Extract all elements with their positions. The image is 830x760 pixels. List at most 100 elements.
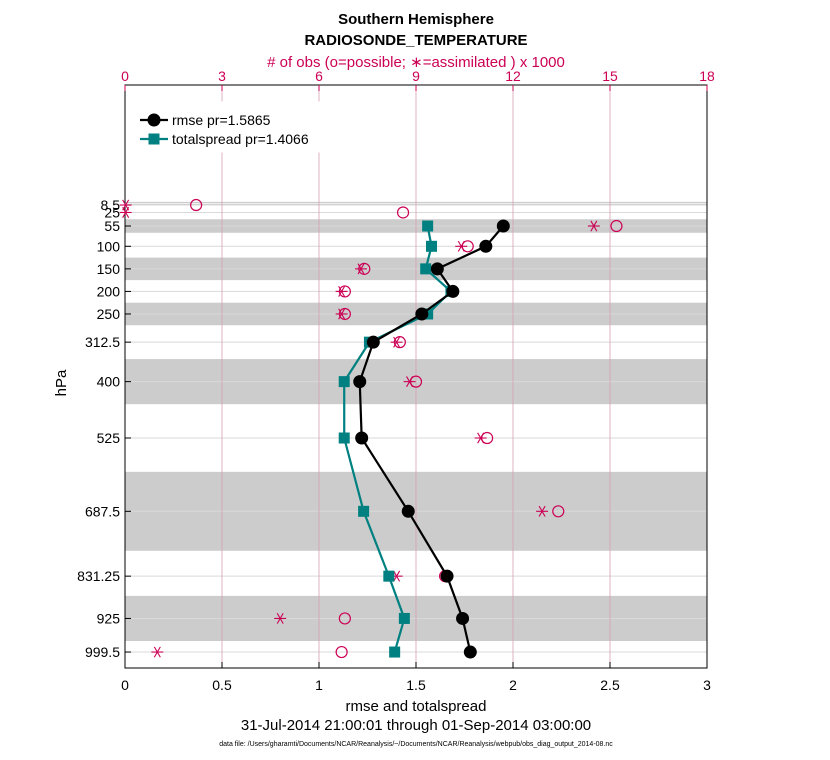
obs-possible-marker bbox=[335, 645, 348, 659]
x-tick-label: 2.5 bbox=[600, 677, 620, 693]
chart-title-line-1: Southern Hemisphere bbox=[338, 11, 494, 28]
y-tick-label: 8.5 bbox=[101, 197, 121, 213]
asterisk-stroke bbox=[590, 220, 598, 232]
y-tick-label: 55 bbox=[104, 218, 120, 234]
top-x-tick-label: 9 bbox=[412, 68, 420, 84]
totalspread-point bbox=[358, 505, 370, 517]
totalspread-point bbox=[338, 376, 350, 388]
obs-assimilated-marker bbox=[355, 263, 368, 275]
legend-spread-label: totalspread pr=1.4066 bbox=[172, 131, 309, 147]
asterisk-stroke bbox=[477, 432, 485, 444]
rmse-point bbox=[430, 262, 444, 276]
x-tick-label: 1 bbox=[315, 677, 323, 693]
x-tick-label: 2 bbox=[509, 677, 517, 693]
top-x-tick-label: 12 bbox=[505, 68, 521, 84]
rmse-point bbox=[353, 375, 367, 389]
obs-possible-marker bbox=[338, 612, 351, 625]
totalspread-point bbox=[420, 263, 432, 275]
obs-assimilated-marker bbox=[335, 285, 348, 297]
top-x-tick-label: 3 bbox=[218, 68, 226, 84]
top-x-tick-label: 6 bbox=[315, 68, 323, 84]
y-tick-label: 831.25 bbox=[77, 568, 120, 584]
y-tick-label: 200 bbox=[97, 283, 121, 299]
x-axis-label: rmse and totalspread bbox=[346, 698, 487, 715]
x-tick-label: 0.5 bbox=[212, 677, 232, 693]
rmse-line bbox=[358, 225, 505, 653]
y-tick-label: 100 bbox=[97, 238, 121, 254]
legend: rmse pr=1.5865 totalspread pr=1.4066 bbox=[129, 101, 321, 153]
bottom-x-axis: 0 0.5 1 1.5 2 2.5 3 bbox=[121, 662, 711, 693]
obs-possible-marker bbox=[396, 206, 410, 219]
obs-assimilated-marker bbox=[455, 240, 468, 252]
x-tick-label: 3 bbox=[703, 677, 711, 693]
obs-assimilated-marker bbox=[390, 336, 403, 348]
obs-assimilated-marker bbox=[536, 505, 549, 517]
y-tick-label: 525 bbox=[97, 430, 121, 446]
data-file-footnote: data file: /Users/gharamti/Documents/NCA… bbox=[219, 741, 613, 748]
y-tick-label: 400 bbox=[97, 374, 121, 390]
obs-count-markers bbox=[119, 198, 623, 659]
totalspread-point bbox=[398, 612, 410, 624]
obs-assimilated-marker bbox=[587, 220, 600, 232]
legend-rmse-marker bbox=[147, 113, 161, 127]
y-tick-label: 150 bbox=[97, 261, 121, 277]
totalspread-point bbox=[389, 646, 401, 658]
asterisk-stroke bbox=[538, 505, 546, 517]
rmse-point bbox=[355, 431, 369, 445]
subtitle-date-range: 31-Jul-2014 21:00:01 through 01-Sep-2014… bbox=[241, 717, 591, 734]
chart-title-line-2: RADIOSONDE_TEMPERATURE bbox=[304, 32, 527, 49]
asterisk-stroke bbox=[406, 376, 414, 388]
obs-assimilated-marker bbox=[119, 199, 132, 211]
obs-assimilated-marker bbox=[403, 376, 416, 388]
top-x-axis: 0 3 6 9 12 15 18 bbox=[121, 68, 715, 91]
y-tick-label: 25 bbox=[104, 204, 120, 220]
asterisk-stroke bbox=[276, 612, 284, 624]
y-tick-label: 250 bbox=[97, 306, 121, 322]
y-tick-label: 687.5 bbox=[85, 503, 120, 519]
obs-possible-marker bbox=[190, 198, 203, 212]
y-tick-label: 312.5 bbox=[85, 334, 120, 350]
x-tick-label: 1.5 bbox=[406, 677, 426, 693]
asterisk-stroke bbox=[457, 240, 465, 252]
legend-spread-marker bbox=[148, 133, 160, 145]
asterisk-stroke bbox=[338, 285, 346, 297]
legend-box bbox=[129, 101, 321, 153]
y-axis-label: hPa bbox=[53, 369, 70, 396]
obs-assimilated-marker bbox=[151, 646, 164, 658]
obs-assimilated-marker bbox=[119, 207, 132, 218]
obs-assimilated-marker bbox=[335, 308, 348, 320]
top-x-tick-label: 15 bbox=[602, 68, 618, 84]
asterisk-stroke bbox=[153, 646, 161, 658]
obs-possible-marker bbox=[552, 505, 565, 518]
rmse-point bbox=[479, 239, 493, 253]
rmse-point bbox=[456, 611, 470, 625]
y-tick-label: 999.5 bbox=[85, 644, 120, 660]
obs-possible-marker bbox=[610, 219, 623, 233]
rmse-point bbox=[463, 645, 477, 659]
totalspread-point bbox=[426, 240, 438, 252]
x-tick-label: 0 bbox=[121, 677, 129, 693]
asterisk-stroke bbox=[338, 308, 346, 320]
rmse-point bbox=[401, 504, 415, 518]
top-x-tick-label: 18 bbox=[699, 68, 715, 84]
rmse-point bbox=[415, 307, 429, 321]
obs-assimilated-marker bbox=[474, 432, 487, 444]
totalspread-point bbox=[422, 220, 434, 232]
top-axis-label: # of obs (o=possible; ∗=assimilated ) x … bbox=[267, 54, 565, 71]
obs-assimilated-marker bbox=[274, 612, 287, 624]
legend-rmse-label: rmse pr=1.5865 bbox=[172, 112, 271, 128]
totalspread-point bbox=[338, 432, 350, 444]
totalspread-point bbox=[383, 570, 395, 582]
series-lines bbox=[338, 219, 510, 659]
asterisk-stroke bbox=[122, 207, 130, 218]
y-tick-label: 925 bbox=[97, 610, 121, 626]
rmse-point bbox=[496, 219, 510, 233]
asterisk-stroke bbox=[393, 570, 401, 582]
rmse-point bbox=[440, 569, 454, 583]
rmse-point bbox=[446, 284, 460, 298]
top-x-tick-label: 0 bbox=[121, 68, 129, 84]
asterisk-stroke bbox=[393, 336, 401, 348]
asterisk-stroke bbox=[357, 263, 365, 275]
